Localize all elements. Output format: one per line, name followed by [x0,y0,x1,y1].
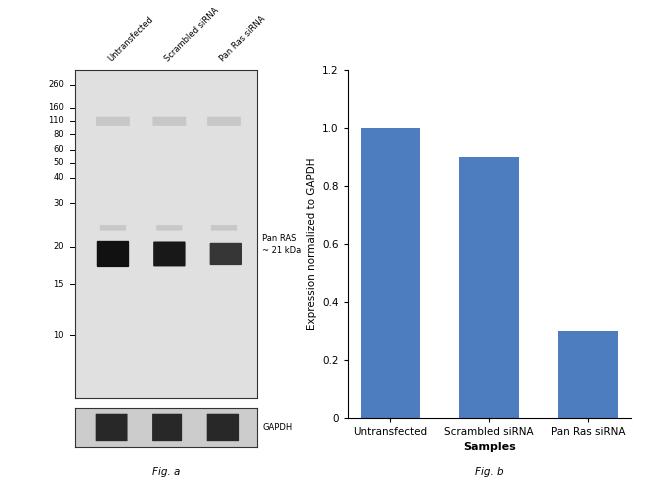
FancyBboxPatch shape [207,117,241,126]
Text: Fig. b: Fig. b [474,468,504,477]
FancyBboxPatch shape [96,117,130,126]
Text: 160: 160 [48,103,64,113]
FancyBboxPatch shape [211,225,237,231]
Text: 110: 110 [48,116,64,126]
Text: 80: 80 [53,129,64,139]
Text: 30: 30 [53,199,64,208]
Bar [558,331,618,418]
Text: 15: 15 [53,280,64,289]
Text: 10: 10 [53,331,64,340]
FancyBboxPatch shape [207,414,239,441]
FancyBboxPatch shape [156,225,183,231]
Text: Untransfected: Untransfected [107,15,155,63]
Text: 40: 40 [53,173,64,182]
X-axis label: Samples: Samples [463,442,515,453]
FancyBboxPatch shape [96,414,127,441]
FancyBboxPatch shape [100,225,126,231]
Text: Fig. a: Fig. a [151,468,180,477]
FancyBboxPatch shape [153,242,186,267]
Text: Scrambled siRNA: Scrambled siRNA [163,6,220,63]
Bar [460,157,519,418]
Text: 20: 20 [53,242,64,251]
FancyBboxPatch shape [97,241,129,267]
Text: Pan Ras siRNA: Pan Ras siRNA [218,14,266,63]
Text: 50: 50 [53,158,64,167]
Bar [361,128,420,418]
FancyBboxPatch shape [153,117,187,126]
Text: 60: 60 [53,145,64,154]
FancyBboxPatch shape [152,414,182,441]
Text: Pan RAS
~ 21 kDa: Pan RAS ~ 21 kDa [262,234,302,255]
FancyBboxPatch shape [209,243,242,265]
Y-axis label: Expression normalized to GAPDH: Expression normalized to GAPDH [307,157,317,330]
Text: GAPDH: GAPDH [262,423,292,432]
Text: 260: 260 [48,80,64,89]
